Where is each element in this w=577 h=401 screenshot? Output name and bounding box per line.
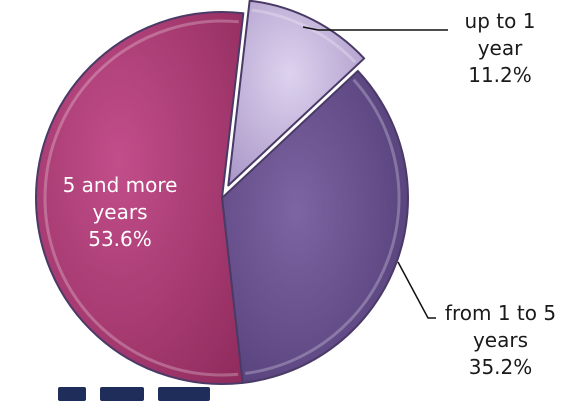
slice-label-line: 5 and more [62, 173, 178, 197]
slice-label-line: year [477, 36, 523, 60]
leader-line-up-to-1-year [302, 26, 448, 31]
cropped-text-fragment [58, 387, 248, 401]
slice-label-line: up to 1 [464, 9, 536, 33]
pie-slice-bevel [244, 78, 401, 375]
slice-label-up-to-1-year: up to 1 year 11.2% [440, 8, 560, 89]
pie-slice-from-1-to-5-years [221, 69, 409, 384]
slice-value-label: 35.2% [468, 355, 533, 379]
leader-line-from-1-to-5-years [397, 261, 436, 319]
pie-slice-5-and-more-years [34, 11, 245, 385]
slice-value-label: 11.2% [468, 63, 532, 87]
pie-slice-up-to-1-year [227, 0, 366, 187]
slice-value-label: 53.6% [88, 227, 152, 251]
slice-label-line: years [92, 200, 148, 224]
slice-label-from-1-to-5-years: from 1 to 5 years 35.2% [428, 300, 573, 381]
pie-slice-bevel [43, 19, 239, 377]
slice-label-line: years [472, 328, 529, 352]
slice-label-5-and-more-years: 5 and more years 53.6% [40, 172, 200, 253]
slice-label-line: from 1 to 5 [444, 301, 557, 325]
